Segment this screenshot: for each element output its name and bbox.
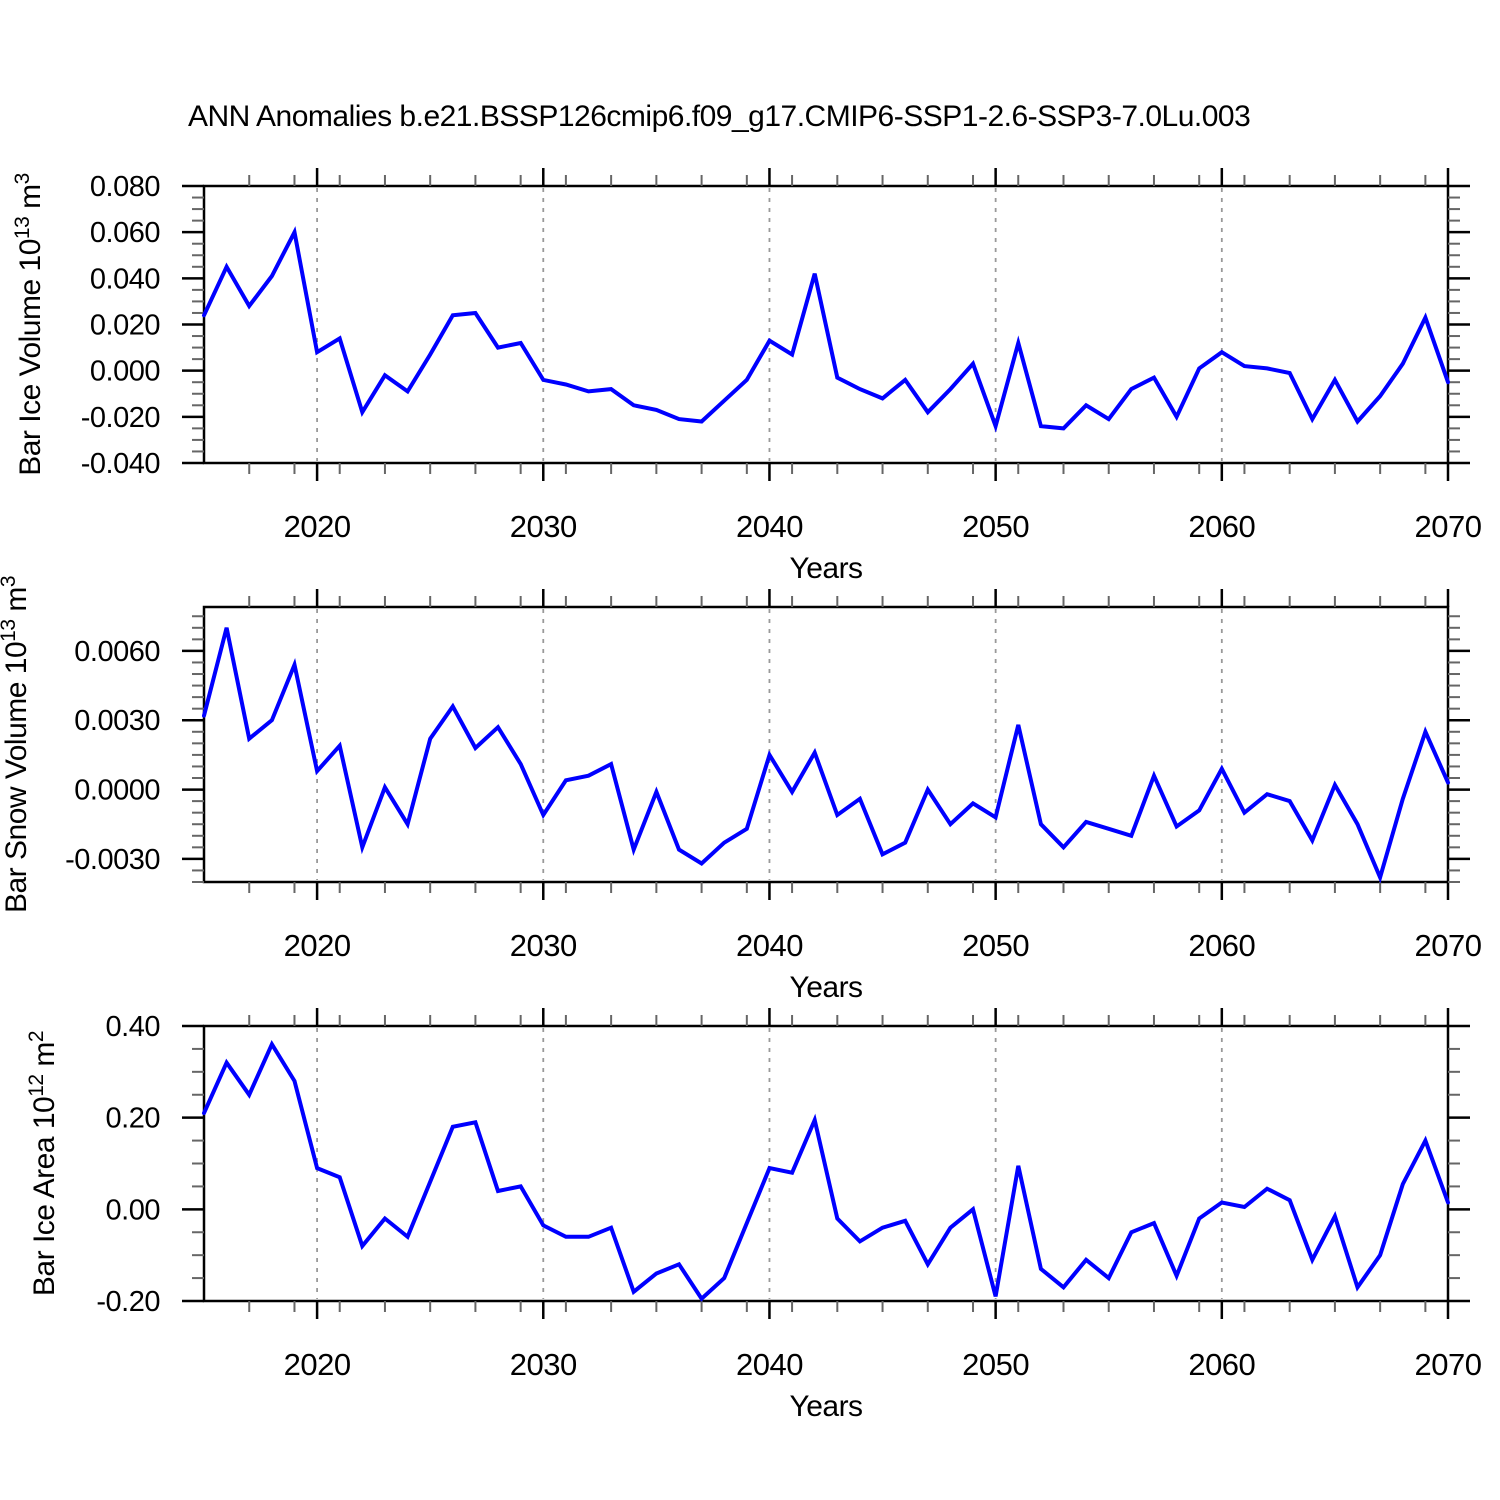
series-line (202, 627, 1450, 884)
x-axis-title: Years (789, 1390, 862, 1423)
y-axis-title: Bar Ice Area 1012 m2 (25, 1031, 61, 1296)
series-line (202, 226, 1450, 433)
x-tick-label: 2020 (284, 928, 351, 963)
y-tick-label: 0.40 (106, 1011, 160, 1043)
y-tick-label: -0.040 (81, 448, 160, 480)
x-tick-label: 2030 (510, 509, 577, 544)
x-tick-label: 2050 (962, 928, 1029, 963)
y-tick-label: 0.20 (106, 1103, 160, 1135)
x-tick-label: 2060 (1188, 928, 1255, 963)
x-axis-title: Years (789, 552, 862, 585)
x-tick-label: 2070 (1415, 1347, 1482, 1382)
series-line (202, 1040, 1450, 1302)
y-tick-label: -0.020 (81, 402, 160, 434)
y-tick-label: 0.00 (106, 1194, 160, 1226)
x-tick-label: 2040 (736, 1347, 803, 1382)
x-tick-label: 2040 (736, 928, 803, 963)
y-tick-label: 0.0000 (74, 775, 160, 807)
y-tick-label: 0.0030 (74, 705, 160, 737)
y-tick-label: -0.0030 (65, 844, 160, 876)
panel-bar-snow-volume: 0.0060 0.0030 0.0000 -0.0030 2020 2030 2040 205… (0, 576, 1482, 1004)
panel-bar-ice-volume: 0.080 0.060 0.040 0.020 0.000 -0.020 -0.040 202… (11, 168, 1482, 585)
y-tick-label: 0.0060 (74, 636, 160, 668)
x-tick-label: 2020 (284, 1347, 351, 1382)
x-tick-label: 2040 (736, 509, 803, 544)
y-tick-label: 0.000 (90, 356, 160, 388)
y-axis-title: Bar Ice Volume 1013 m3 (11, 173, 47, 476)
chart-title: ANN Anomalies b.e21.BSSP126cmip6.f09_g17… (188, 100, 1251, 133)
x-tick-label: 2060 (1188, 1347, 1255, 1382)
x-tick-label: 2050 (962, 1347, 1029, 1382)
x-tick-label: 2070 (1415, 928, 1482, 963)
x-tick-label: 2070 (1415, 509, 1482, 544)
x-tick-label: 2020 (284, 509, 351, 544)
y-tick-label: 0.060 (90, 217, 160, 249)
x-tick-label: 2050 (962, 509, 1029, 544)
panel-bar-ice-area: 0.40 0.20 0.00 -0.20 2020 2030 2040 2050 2060 207… (25, 1008, 1482, 1423)
y-tick-label: -0.20 (96, 1286, 160, 1318)
plot-frame (202, 605, 1450, 884)
x-tick-label: 2030 (510, 928, 577, 963)
y-tick-label: 0.080 (90, 171, 160, 203)
y-tick-label: 0.020 (90, 310, 160, 342)
x-axis-title: Years (789, 971, 862, 1004)
x-tick-label: 2060 (1188, 509, 1255, 544)
y-tick-label: 0.040 (90, 263, 160, 295)
y-axis-title: Bar Snow Volume 1013 m3 (0, 576, 33, 913)
x-tick-label: 2030 (510, 1347, 577, 1382)
